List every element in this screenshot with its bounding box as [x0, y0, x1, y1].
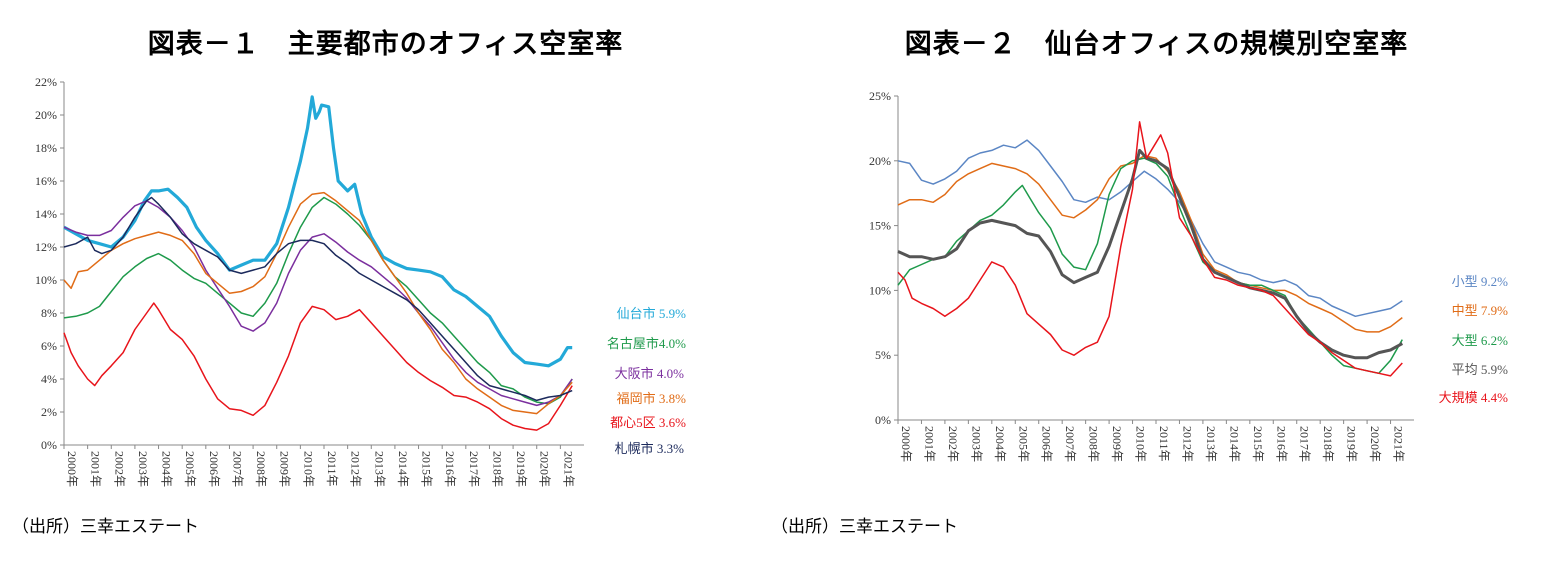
x-tick-label: 2014年 [396, 451, 410, 487]
x-tick-label: 2009年 [1110, 426, 1124, 462]
x-tick-label: 2019年 [1345, 426, 1359, 462]
y-tick-label: 18% [35, 141, 57, 155]
series-line-4 [897, 148, 1404, 360]
x-tick-label: 2010年 [301, 451, 315, 487]
x-tick-label: 2013年 [1204, 426, 1218, 462]
x-tick-label: 2006年 [207, 451, 221, 487]
series-line-2 [63, 196, 573, 405]
y-tick-label: 15% [869, 219, 891, 233]
y-tick-label: 10% [869, 283, 891, 297]
y-tick-label: 14% [35, 207, 57, 221]
x-tick-label: 2000年 [899, 426, 913, 462]
x-tick-label: 2021年 [561, 451, 575, 487]
x-tick-label: 2007年 [230, 451, 244, 487]
chart-panel-2: 図表－２ 仙台オフィスの規模別空室率 0% 5% 10% 15% 20% 25% 2000年… [771, 0, 1542, 577]
y-tick-label: 6% [41, 339, 57, 353]
x-tick-label: 2008年 [254, 451, 268, 487]
series-label-4: 平均 5.9% [1452, 362, 1509, 377]
chart-title: 図表－２ 仙台オフィスの規模別空室率 [904, 29, 1409, 60]
series-line-3 [897, 157, 1403, 375]
x-tick-label: 2008年 [1087, 426, 1101, 462]
series-line-3 [63, 200, 573, 407]
series-label-5: 都心5区 3.6% [610, 415, 686, 430]
series-label-1: 仙台市 5.9% [617, 306, 687, 321]
source-note: （出所）三幸エステート [12, 517, 199, 537]
x-tick-label: 2003年 [136, 451, 150, 487]
series-line-4 [63, 191, 573, 415]
x-tick-label: 2015年 [420, 451, 434, 487]
y-tick-label: 20% [35, 108, 57, 122]
x-tick-label: 2001年 [89, 451, 103, 487]
series-label-3: 大型 6.2% [1452, 333, 1509, 348]
x-tick-label: 2002年 [112, 451, 126, 487]
series-label-2: 名古屋市4.0% [607, 336, 686, 351]
x-tick-label: 2005年 [1016, 426, 1030, 462]
y-tick-label: 10% [35, 273, 57, 287]
y-tick-label: 4% [41, 372, 57, 386]
x-tick-label: 2017年 [1298, 426, 1312, 462]
x-tick-label: 2014年 [1227, 426, 1241, 462]
series-line-1 [897, 139, 1403, 318]
y-tick-label: 8% [41, 306, 57, 320]
chart-title: 図表－１ 主要都市のオフィス空室率 [147, 29, 624, 60]
x-tick-label: 2016年 [1274, 426, 1288, 462]
series-label-1: 小型 9.2% [1452, 274, 1509, 289]
x-tick-label: 2004年 [993, 426, 1007, 462]
x-tick-label: 2012年 [1180, 426, 1194, 462]
y-tick-label: 25% [869, 89, 891, 103]
x-tick-label: 2011年 [1157, 426, 1171, 462]
y-tick-label: 0% [41, 438, 57, 452]
x-tick-label: 2017年 [467, 451, 481, 487]
series-label-6: 札幌市 3.3% [615, 441, 685, 456]
series-line-1 [63, 95, 573, 368]
series-line-6 [63, 196, 573, 402]
series-line-5 [897, 121, 1403, 377]
x-tick-label: 2000年 [65, 451, 79, 487]
y-tick-label: 12% [35, 240, 57, 254]
y-tick-label: 0% [875, 413, 891, 427]
x-tick-label: 2015年 [1251, 426, 1265, 462]
x-tick-label: 2018年 [1321, 426, 1335, 462]
x-tick-label: 2020年 [1368, 426, 1382, 462]
series-label-4: 福岡市 3.8% [617, 391, 687, 406]
x-tick-label: 2020年 [538, 451, 552, 487]
y-tick-label: 5% [875, 348, 891, 362]
series-line-2 [897, 154, 1403, 333]
x-tick-label: 2016年 [443, 451, 457, 487]
x-tick-label: 2009年 [278, 451, 292, 487]
x-tick-label: 2003年 [969, 426, 983, 462]
x-tick-label: 2005年 [183, 451, 197, 487]
x-tick-label: 2001年 [922, 426, 936, 462]
x-tick-label: 2012年 [349, 451, 363, 487]
series-label-5: 大規模 4.4% [1439, 390, 1509, 405]
x-tick-label: 2004年 [160, 451, 174, 487]
x-tick-label: 2007年 [1063, 426, 1077, 462]
x-tick-label: 2002年 [946, 426, 960, 462]
series-label-3: 大阪市 4.0% [615, 366, 685, 381]
x-tick-label: 2021年 [1392, 426, 1406, 462]
y-tick-label: 20% [869, 154, 891, 168]
x-tick-label: 2018年 [490, 451, 504, 487]
x-tick-label: 2006年 [1040, 426, 1054, 462]
line-chart-major-cities: 0% 2% 4% 6% 8% 10% 12% 14% 16% 18% 20% 22% 2000年 2001… [35, 75, 687, 487]
y-tick-label: 2% [41, 405, 57, 419]
series-line-5 [63, 302, 573, 431]
series-label-2: 中型 7.9% [1452, 303, 1509, 318]
x-tick-label: 2011年 [325, 451, 339, 487]
x-tick-label: 2013年 [372, 451, 386, 487]
chart-panel-1: 図表－１ 主要都市のオフィス空室率 0% 2% 4% 6% 8% 10% 12% 14% 16%… [12, 29, 687, 537]
x-tick-label: 2019年 [514, 451, 528, 487]
y-tick-label: 22% [35, 75, 57, 89]
line-chart-sendai-by-size: 0% 5% 10% 15% 20% 25% 2000年 2001年 2002年 2003年 2004… [869, 89, 1509, 462]
source-note: （出所）三幸エステート [771, 517, 958, 537]
x-tick-label: 2010年 [1134, 426, 1148, 462]
y-tick-label: 16% [35, 174, 57, 188]
